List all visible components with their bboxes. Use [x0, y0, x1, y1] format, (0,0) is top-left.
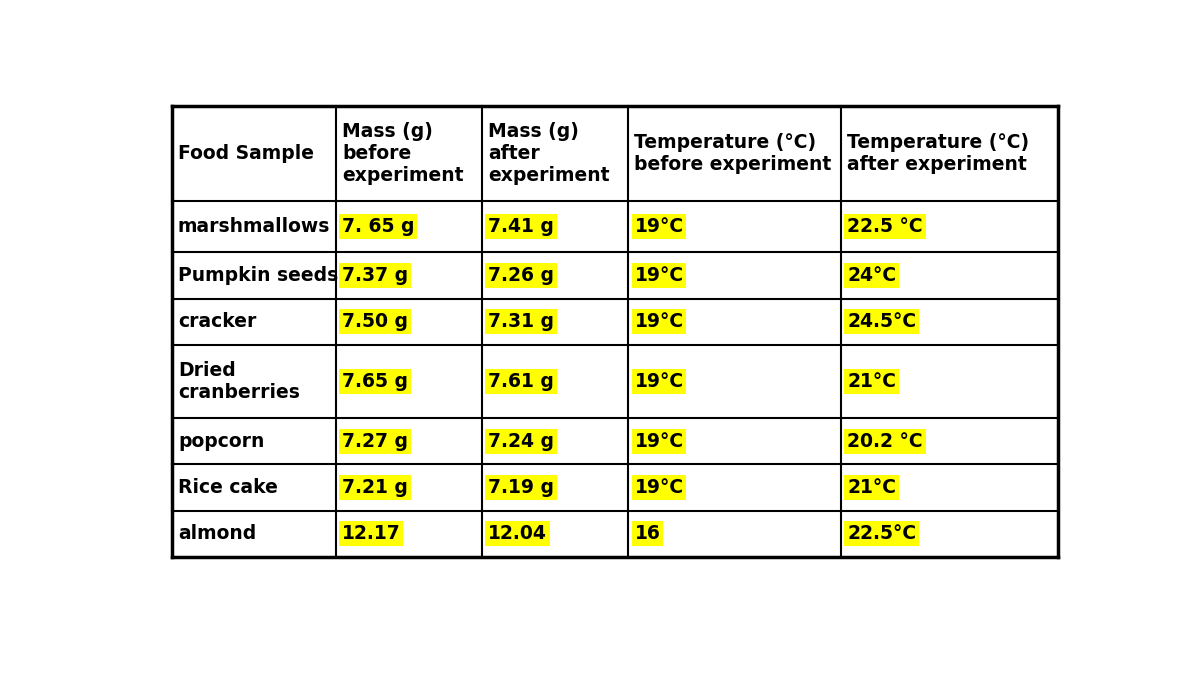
Bar	[172, 299, 336, 344]
Bar	[482, 106, 629, 201]
Text: 7.61 g: 7.61 g	[488, 372, 554, 391]
Text: 21°C: 21°C	[847, 372, 896, 391]
Bar	[629, 252, 841, 299]
Text: Temperature (°C)
before experiment: Temperature (°C) before experiment	[635, 133, 832, 174]
Text: 7.19 g: 7.19 g	[488, 478, 554, 497]
Bar	[172, 106, 336, 201]
Bar	[172, 510, 336, 557]
Text: 19°C: 19°C	[635, 217, 684, 236]
Text: 7.31 g: 7.31 g	[488, 312, 554, 331]
Text: 7.21 g: 7.21 g	[342, 478, 408, 497]
Bar	[841, 106, 1058, 201]
Bar	[482, 344, 629, 418]
Text: 24.5°C: 24.5°C	[847, 312, 917, 331]
Bar	[336, 299, 482, 344]
Bar	[482, 464, 629, 510]
Bar	[336, 201, 482, 252]
Bar	[629, 510, 841, 557]
Bar	[841, 418, 1058, 464]
Text: 22.5°C: 22.5°C	[847, 524, 917, 543]
Bar	[629, 299, 841, 344]
Bar	[482, 299, 629, 344]
Text: 19°C: 19°C	[635, 478, 684, 497]
Bar	[336, 510, 482, 557]
Text: 19°C: 19°C	[635, 266, 684, 285]
Text: 19°C: 19°C	[635, 312, 684, 331]
Text: 19°C: 19°C	[635, 372, 684, 391]
Text: 20.2 °C: 20.2 °C	[847, 432, 923, 451]
Text: 22.5 °C: 22.5 °C	[847, 217, 923, 236]
Bar	[629, 201, 841, 252]
Bar	[336, 106, 482, 201]
Text: Food Sample: Food Sample	[178, 144, 314, 162]
Text: 12.04: 12.04	[488, 524, 547, 543]
Bar	[629, 418, 841, 464]
Text: cracker: cracker	[178, 312, 257, 331]
Text: 7.41 g: 7.41 g	[488, 217, 554, 236]
Text: 7.26 g: 7.26 g	[488, 266, 554, 285]
Bar	[629, 344, 841, 418]
Text: 7.50 g: 7.50 g	[342, 312, 408, 331]
Bar	[336, 252, 482, 299]
Text: Pumpkin seeds: Pumpkin seeds	[178, 266, 338, 285]
Bar	[336, 418, 482, 464]
Text: 21°C: 21°C	[847, 478, 896, 497]
Text: almond: almond	[178, 524, 256, 543]
Text: popcorn: popcorn	[178, 432, 264, 451]
Bar	[336, 464, 482, 510]
Text: Rice cake: Rice cake	[178, 478, 277, 497]
Bar	[841, 201, 1058, 252]
Bar	[841, 344, 1058, 418]
Text: 19°C: 19°C	[635, 432, 684, 451]
Text: 7.65 g: 7.65 g	[342, 372, 408, 391]
Bar	[841, 510, 1058, 557]
Bar	[482, 201, 629, 252]
Bar	[482, 252, 629, 299]
Text: Mass (g)
before
experiment: Mass (g) before experiment	[342, 121, 463, 185]
Text: 16: 16	[635, 524, 660, 543]
Bar	[482, 510, 629, 557]
Bar	[172, 252, 336, 299]
Text: 7. 65 g: 7. 65 g	[342, 217, 414, 236]
Text: Temperature (°C)
after experiment: Temperature (°C) after experiment	[847, 133, 1030, 174]
Bar	[482, 418, 629, 464]
Bar	[336, 344, 482, 418]
Bar	[172, 464, 336, 510]
Bar	[629, 106, 841, 201]
Text: marshmallows: marshmallows	[178, 217, 330, 236]
Bar	[841, 252, 1058, 299]
Bar	[629, 464, 841, 510]
Text: Mass (g)
after
experiment: Mass (g) after experiment	[488, 121, 610, 185]
Bar	[172, 418, 336, 464]
Text: 24°C: 24°C	[847, 266, 896, 285]
Text: 7.37 g: 7.37 g	[342, 266, 408, 285]
Text: 7.27 g: 7.27 g	[342, 432, 408, 451]
Text: 7.24 g: 7.24 g	[488, 432, 554, 451]
Bar	[172, 201, 336, 252]
Bar	[841, 464, 1058, 510]
Text: 12.17: 12.17	[342, 524, 401, 543]
Text: Dried
cranberries: Dried cranberries	[178, 361, 300, 402]
Bar	[172, 344, 336, 418]
Bar	[841, 299, 1058, 344]
